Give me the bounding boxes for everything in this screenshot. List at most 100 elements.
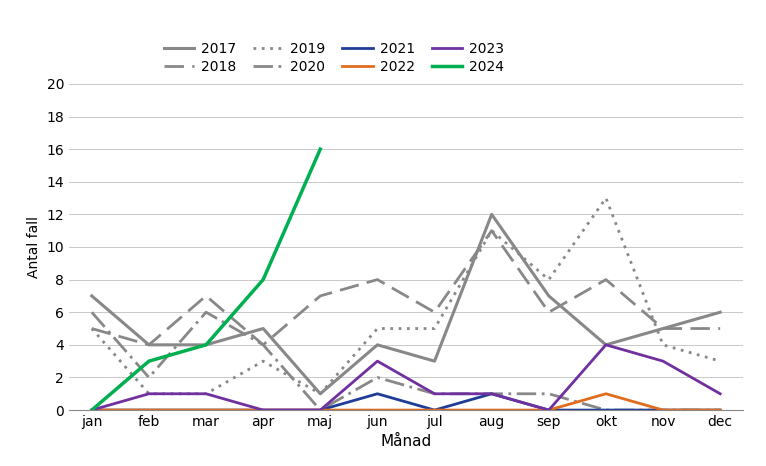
2020 — [259, 342, 268, 348]
2022 — [87, 407, 97, 413]
Line: 2019: 2019 — [92, 198, 720, 394]
2022 — [601, 391, 611, 397]
2022 — [659, 407, 668, 413]
2017 — [201, 342, 211, 348]
2017 — [715, 309, 725, 315]
2020 — [544, 391, 553, 397]
2023 — [659, 358, 668, 364]
2017 — [430, 358, 439, 364]
2022 — [430, 407, 439, 413]
Line: 2022: 2022 — [92, 394, 720, 410]
2020 — [659, 407, 668, 413]
2021 — [430, 407, 439, 413]
2017 — [373, 342, 382, 348]
2018 — [430, 309, 439, 315]
2020 — [201, 309, 211, 315]
2024 — [259, 277, 268, 282]
2018 — [715, 326, 725, 331]
2018 — [87, 326, 97, 331]
2017 — [316, 391, 325, 397]
2023 — [373, 358, 382, 364]
2019 — [659, 342, 668, 348]
2021 — [373, 391, 382, 397]
2018 — [544, 309, 553, 315]
2023 — [316, 407, 325, 413]
2017 — [259, 326, 268, 331]
Y-axis label: Antal fall: Antal fall — [27, 216, 41, 278]
2019 — [316, 391, 325, 397]
2018 — [373, 277, 382, 282]
2021 — [259, 407, 268, 413]
2022 — [487, 407, 496, 413]
2020 — [373, 375, 382, 380]
2023 — [601, 342, 611, 348]
2018 — [144, 342, 153, 348]
2024 — [316, 146, 325, 152]
2019 — [201, 391, 211, 397]
2020 — [316, 407, 325, 413]
2018 — [201, 293, 211, 299]
2020 — [430, 391, 439, 397]
2020 — [144, 375, 153, 380]
2020 — [715, 407, 725, 413]
2023 — [544, 407, 553, 413]
2023 — [144, 391, 153, 397]
2021 — [659, 407, 668, 413]
2021 — [201, 407, 211, 413]
Legend: 2017, 2018, 2019, 2020, 2021, 2022, 2023, 2024: 2017, 2018, 2019, 2020, 2021, 2022, 2023… — [163, 41, 504, 74]
2024 — [144, 358, 153, 364]
2023 — [201, 391, 211, 397]
X-axis label: Månad: Månad — [381, 434, 431, 450]
2019 — [87, 326, 97, 331]
2021 — [144, 407, 153, 413]
2019 — [430, 326, 439, 331]
2022 — [316, 407, 325, 413]
2019 — [144, 391, 153, 397]
2017 — [144, 342, 153, 348]
Line: 2024: 2024 — [92, 149, 320, 410]
2020 — [87, 309, 97, 315]
2024 — [201, 342, 211, 348]
2017 — [487, 212, 496, 217]
Line: 2017: 2017 — [92, 214, 720, 394]
2023 — [715, 391, 725, 397]
2021 — [316, 407, 325, 413]
2020 — [601, 407, 611, 413]
2021 — [544, 407, 553, 413]
2021 — [87, 407, 97, 413]
2024 — [87, 407, 97, 413]
2023 — [487, 391, 496, 397]
2020 — [487, 391, 496, 397]
2021 — [601, 407, 611, 413]
Line: 2018: 2018 — [92, 231, 720, 345]
2018 — [659, 326, 668, 331]
Line: 2023: 2023 — [92, 345, 720, 410]
2018 — [487, 228, 496, 233]
2017 — [544, 293, 553, 299]
2017 — [659, 326, 668, 331]
2021 — [487, 391, 496, 397]
2017 — [87, 293, 97, 299]
2018 — [259, 342, 268, 348]
2018 — [601, 277, 611, 282]
2022 — [715, 407, 725, 413]
2017 — [601, 342, 611, 348]
2022 — [373, 407, 382, 413]
2019 — [544, 277, 553, 282]
2023 — [430, 391, 439, 397]
2022 — [544, 407, 553, 413]
2021 — [715, 407, 725, 413]
2022 — [201, 407, 211, 413]
Line: 2021: 2021 — [92, 394, 720, 410]
2022 — [144, 407, 153, 413]
2018 — [316, 293, 325, 299]
2023 — [87, 407, 97, 413]
2019 — [259, 358, 268, 364]
2023 — [259, 407, 268, 413]
2019 — [715, 358, 725, 364]
2022 — [259, 407, 268, 413]
2019 — [601, 195, 611, 201]
2019 — [373, 326, 382, 331]
Line: 2020: 2020 — [92, 312, 720, 410]
2019 — [487, 228, 496, 233]
